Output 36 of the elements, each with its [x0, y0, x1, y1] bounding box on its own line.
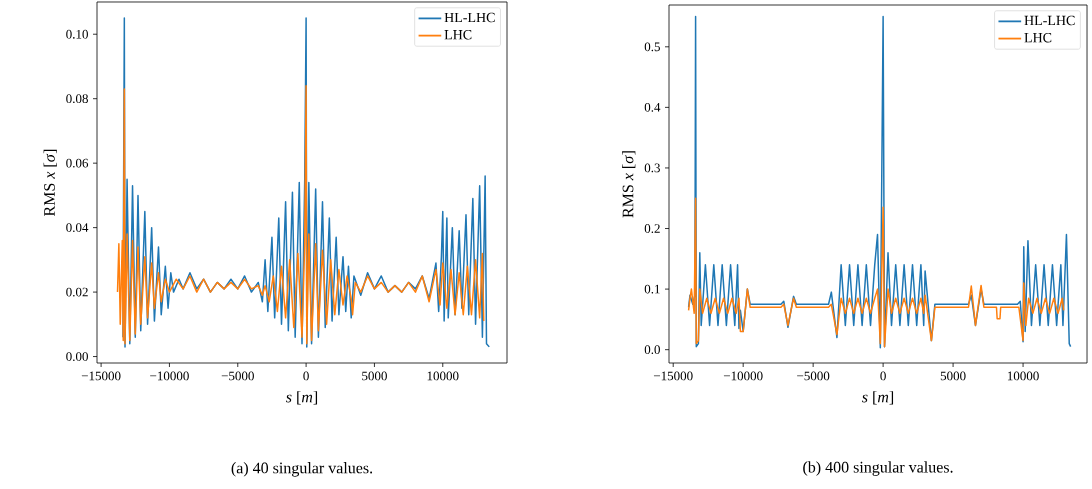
y-tick-label: 0.02: [66, 287, 88, 297]
y-tick-label: 0.00: [66, 352, 88, 361]
line-series: [116, 85, 485, 345]
y-tick-label: 0.4: [644, 102, 661, 112]
y-axis-title: RMS x [σ]: [43, 149, 57, 217]
x-tick-label: −10000: [723, 371, 763, 381]
x-tick-label: 10000: [1007, 371, 1039, 381]
legend-label: HL-LHC: [1024, 15, 1075, 26]
y-tick-label: 0.3: [644, 163, 660, 173]
line-series: [687, 197, 1065, 348]
legend-label: LHC: [1024, 32, 1052, 43]
x-tick-label: −5000: [221, 371, 254, 381]
x-tick-label: −15000: [81, 371, 121, 381]
x-tick-label: −10000: [150, 371, 189, 381]
x-tick-label: −5000: [797, 371, 830, 381]
y-tick-label: 0.06: [66, 158, 89, 168]
y-tick-label: 0.08: [66, 94, 88, 104]
y-axis-title: RMS x [σ]: [622, 151, 636, 218]
x-tick-label: 0: [303, 371, 309, 381]
x-tick-label: 10000: [427, 371, 459, 381]
x-axis-title: s [m]: [862, 391, 894, 405]
x-axis-title: s [m]: [285, 391, 318, 405]
text: (a) 40 singular values.: [231, 462, 373, 477]
x-tick-label: 5000: [940, 371, 966, 381]
x-tick-label: −15000: [653, 371, 693, 381]
x-tick-label: 0: [880, 371, 886, 381]
legend-label: LHC: [444, 30, 472, 40]
legend-label: HL-LHC: [444, 12, 495, 23]
x-tick-label: 5000: [362, 371, 387, 381]
y-tick-label: 0.5: [644, 42, 660, 52]
y-tick-label: 0.2: [644, 224, 660, 233]
y-tick-label: 0.10: [66, 29, 88, 39]
text: (b) 400 singular values.: [803, 461, 953, 476]
y-tick-label: 0.0: [644, 345, 660, 355]
y-tick-label: 0.04: [66, 223, 89, 233]
y-tick-label: 0.1: [644, 284, 660, 294]
